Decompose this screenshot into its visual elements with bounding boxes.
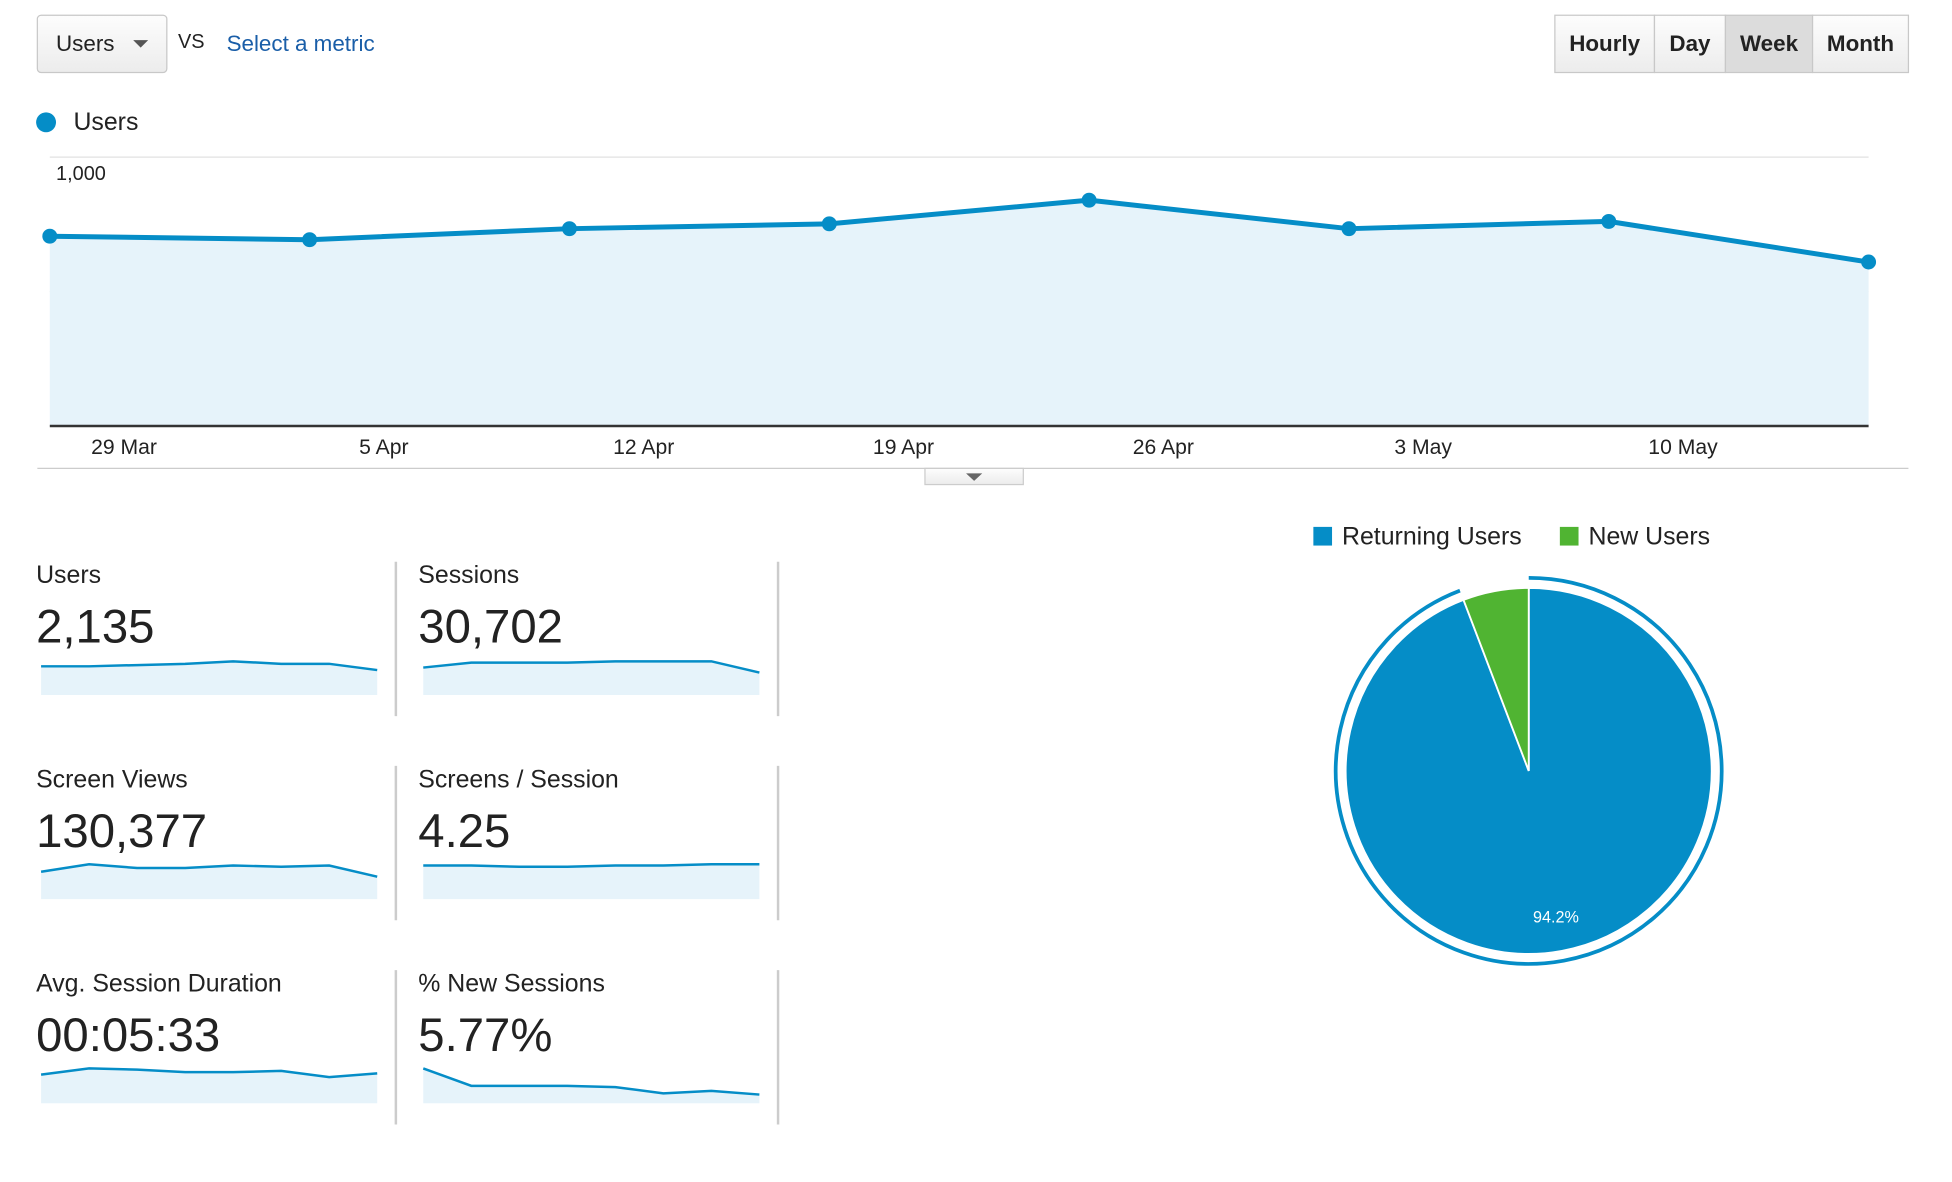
point: [302, 232, 318, 248]
metric-dropdown[interactable]: Users: [36, 14, 168, 74]
legend-label: Returning Users: [1342, 523, 1522, 551]
pie-chart: Returning Users New Users 94.2%: [1313, 523, 1724, 966]
legend-marker: [1313, 526, 1333, 546]
period-button-label[interactable]: Hourly: [1569, 31, 1640, 56]
metrics-grid: Users 2,135 Sessions 30,702 Screen Views 130,…: [36, 561, 780, 1125]
point: [1081, 192, 1097, 208]
point: [1601, 213, 1617, 229]
sparkline: [423, 863, 760, 868]
y-tick-label: 1,000: [56, 163, 106, 185]
line: [49, 197, 1869, 265]
period-button[interactable]: [1653, 14, 1727, 74]
metric-label: % New Sessions: [418, 970, 605, 998]
metric-label: Users: [36, 561, 101, 589]
period-button-label[interactable]: Day: [1669, 31, 1711, 56]
metric-label: Sessions: [418, 561, 519, 589]
sparkline: [41, 660, 378, 672]
point: [821, 216, 837, 232]
dropdown-label[interactable]: Users: [56, 31, 114, 56]
sparkline: [40, 863, 378, 878]
x-tick-label: 3 May: [1394, 436, 1452, 459]
dropdown-arrow: [133, 40, 149, 48]
sparkline-area: [41, 864, 378, 900]
period-button[interactable]: [1554, 14, 1656, 74]
metric-label: Screen Views: [36, 765, 188, 793]
x-tick-label: 29 Mar: [91, 436, 157, 459]
point: [1861, 254, 1877, 270]
x-tick-label: 10 May: [1648, 436, 1718, 459]
expand-tab[interactable]: [924, 467, 1024, 486]
legend-label: New Users: [1588, 523, 1710, 551]
sparkline-area: [423, 661, 760, 695]
sparkline: [423, 660, 760, 674]
sparkline: [422, 1067, 760, 1096]
x-tick-label: 12 Apr: [613, 436, 674, 459]
metric-value: 130,377: [36, 805, 207, 858]
sparkline: [40, 1067, 378, 1079]
period-button[interactable]: [1811, 14, 1910, 74]
period-buttons: Hourly Day Week Month: [1554, 14, 1910, 74]
point: [561, 221, 577, 237]
expand-arrow: [966, 473, 983, 481]
sparkline-area: [41, 661, 378, 695]
metric-label: Avg. Session Duration: [36, 970, 282, 998]
sparkline-area: [423, 1068, 760, 1104]
metric-value: 2,135: [36, 601, 154, 654]
slice-label: 94.2%: [1533, 909, 1579, 927]
x-tick-label: 5 Apr: [359, 436, 408, 459]
dropdown-box[interactable]: [36, 14, 168, 74]
point: [42, 228, 58, 244]
x-tick-label: 19 Apr: [873, 436, 934, 459]
point: [1341, 221, 1357, 237]
period-button-label[interactable]: Week: [1740, 31, 1799, 56]
metric-value: 30,702: [418, 601, 563, 654]
vs-label: VS: [178, 31, 205, 53]
metric-label: Screens / Session: [418, 765, 618, 793]
select-metric-link[interactable]: Select a metric: [227, 31, 375, 56]
metric-value: 5.77%: [418, 1009, 552, 1062]
sparkline-area: [41, 1068, 378, 1104]
metric-value: 4.25: [418, 805, 510, 858]
sparkline-area: [423, 864, 760, 900]
period-button[interactable]: [1724, 14, 1814, 74]
x-tick-label: 26 Apr: [1133, 436, 1194, 459]
area: [49, 200, 1869, 427]
period-button-label[interactable]: Month: [1827, 31, 1894, 56]
legend-marker: [36, 112, 57, 133]
legend-label: Users: [73, 108, 138, 136]
selected-slice-ring: [1333, 576, 1724, 966]
pie-slice: [1462, 586, 1530, 772]
legend-marker: [1559, 526, 1579, 546]
metric-value: 00:05:33: [36, 1009, 220, 1062]
